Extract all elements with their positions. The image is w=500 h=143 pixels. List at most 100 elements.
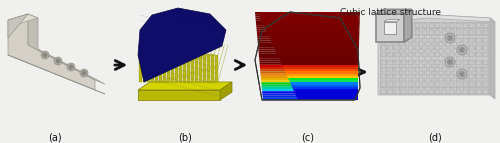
Polygon shape bbox=[262, 91, 358, 93]
Bar bbox=[402, 67, 406, 72]
Polygon shape bbox=[262, 85, 358, 87]
Polygon shape bbox=[151, 46, 154, 82]
Bar bbox=[470, 45, 474, 50]
Polygon shape bbox=[256, 27, 360, 30]
Bar bbox=[381, 23, 386, 28]
Bar bbox=[408, 30, 413, 35]
Bar bbox=[483, 89, 488, 94]
Polygon shape bbox=[292, 89, 358, 91]
Bar bbox=[483, 23, 488, 28]
Polygon shape bbox=[257, 36, 360, 38]
Bar bbox=[442, 89, 447, 94]
Bar bbox=[456, 67, 461, 72]
Polygon shape bbox=[262, 21, 358, 23]
Circle shape bbox=[459, 71, 465, 77]
Bar bbox=[415, 52, 420, 57]
Bar bbox=[381, 38, 386, 43]
Bar bbox=[408, 52, 413, 57]
Polygon shape bbox=[294, 91, 358, 93]
Bar bbox=[394, 67, 400, 72]
Polygon shape bbox=[257, 34, 360, 36]
Bar bbox=[483, 45, 488, 50]
Bar bbox=[476, 60, 481, 65]
Bar bbox=[415, 89, 420, 94]
Polygon shape bbox=[278, 56, 358, 58]
Bar bbox=[462, 38, 468, 43]
Polygon shape bbox=[378, 14, 490, 95]
Polygon shape bbox=[199, 52, 202, 82]
Polygon shape bbox=[384, 20, 400, 22]
Bar bbox=[402, 52, 406, 57]
Bar bbox=[402, 45, 406, 50]
Bar bbox=[422, 23, 427, 28]
Polygon shape bbox=[171, 49, 174, 82]
Bar bbox=[436, 45, 440, 50]
Bar bbox=[462, 82, 468, 87]
Polygon shape bbox=[404, 9, 411, 42]
Bar bbox=[483, 60, 488, 65]
Bar bbox=[415, 23, 420, 28]
Polygon shape bbox=[179, 50, 182, 82]
Bar bbox=[436, 67, 440, 72]
Bar bbox=[476, 89, 481, 94]
Polygon shape bbox=[378, 14, 395, 35]
Bar bbox=[428, 82, 434, 87]
Polygon shape bbox=[207, 53, 210, 82]
Bar bbox=[483, 74, 488, 79]
Circle shape bbox=[457, 45, 467, 55]
Bar bbox=[428, 38, 434, 43]
Bar bbox=[476, 30, 481, 35]
Bar bbox=[456, 30, 461, 35]
Polygon shape bbox=[260, 71, 358, 74]
Polygon shape bbox=[259, 14, 358, 16]
Polygon shape bbox=[147, 46, 150, 82]
Polygon shape bbox=[276, 52, 358, 54]
Polygon shape bbox=[138, 8, 226, 82]
Bar bbox=[436, 38, 440, 43]
Text: (b): (b) bbox=[178, 133, 192, 143]
Polygon shape bbox=[256, 25, 360, 27]
Bar bbox=[449, 38, 454, 43]
Bar bbox=[462, 23, 468, 28]
Circle shape bbox=[80, 69, 88, 77]
Polygon shape bbox=[279, 58, 358, 60]
Bar bbox=[483, 67, 488, 72]
Bar bbox=[470, 67, 474, 72]
Polygon shape bbox=[290, 85, 358, 87]
Bar bbox=[381, 60, 386, 65]
Bar bbox=[388, 52, 393, 57]
Polygon shape bbox=[284, 71, 358, 74]
Circle shape bbox=[42, 52, 48, 57]
Bar bbox=[436, 30, 440, 35]
Bar bbox=[388, 82, 393, 87]
Polygon shape bbox=[28, 14, 105, 84]
Polygon shape bbox=[286, 76, 358, 78]
Bar bbox=[408, 38, 413, 43]
Bar bbox=[442, 82, 447, 87]
Polygon shape bbox=[284, 69, 358, 71]
Bar bbox=[415, 74, 420, 79]
Bar bbox=[394, 30, 400, 35]
Polygon shape bbox=[290, 82, 358, 85]
Polygon shape bbox=[261, 19, 358, 21]
Bar bbox=[388, 38, 393, 43]
Polygon shape bbox=[270, 38, 358, 41]
Polygon shape bbox=[195, 52, 198, 82]
Bar bbox=[462, 60, 468, 65]
Polygon shape bbox=[286, 74, 358, 76]
Bar bbox=[436, 23, 440, 28]
Polygon shape bbox=[288, 80, 358, 82]
Bar bbox=[456, 60, 461, 65]
Polygon shape bbox=[268, 34, 358, 36]
Circle shape bbox=[41, 51, 49, 59]
Polygon shape bbox=[282, 65, 358, 67]
Bar bbox=[442, 60, 447, 65]
Polygon shape bbox=[256, 30, 360, 32]
Bar bbox=[402, 89, 406, 94]
Polygon shape bbox=[262, 89, 358, 91]
Bar bbox=[449, 67, 454, 72]
Polygon shape bbox=[255, 12, 360, 14]
Bar bbox=[483, 82, 488, 87]
Bar bbox=[476, 52, 481, 57]
Bar bbox=[394, 45, 400, 50]
